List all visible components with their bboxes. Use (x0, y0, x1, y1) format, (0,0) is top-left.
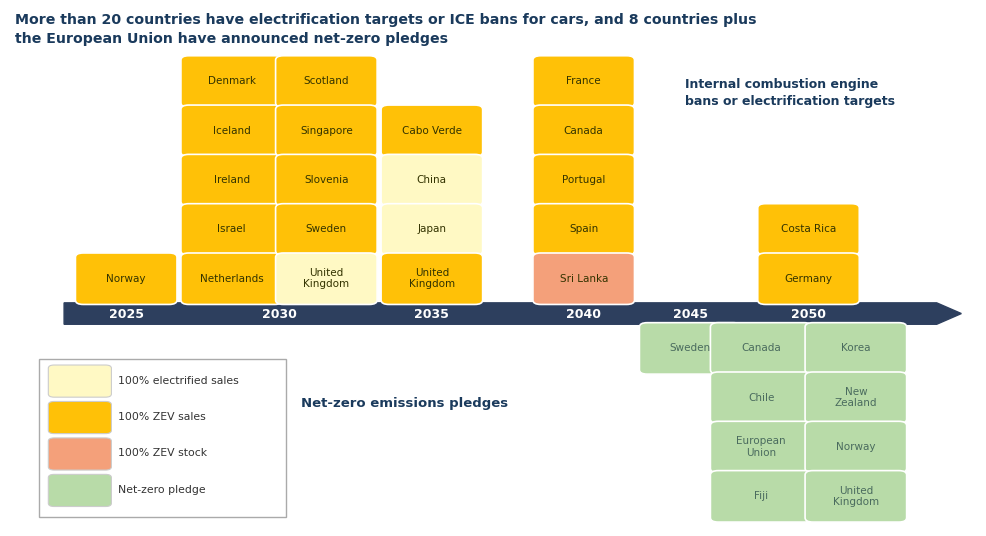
FancyBboxPatch shape (757, 204, 859, 255)
FancyBboxPatch shape (532, 105, 635, 157)
FancyBboxPatch shape (180, 154, 282, 206)
FancyBboxPatch shape (805, 323, 907, 374)
Text: Slovenia: Slovenia (304, 175, 349, 185)
FancyBboxPatch shape (275, 154, 377, 206)
Text: Israel: Israel (217, 225, 246, 234)
Text: Chile: Chile (748, 393, 774, 403)
Text: 2025: 2025 (108, 308, 144, 321)
Text: Scotland: Scotland (304, 77, 349, 86)
FancyBboxPatch shape (757, 253, 859, 304)
FancyBboxPatch shape (381, 105, 483, 157)
FancyBboxPatch shape (275, 253, 377, 304)
Text: Portugal: Portugal (562, 175, 605, 185)
Text: France: France (566, 77, 601, 86)
Text: 100% ZEV stock: 100% ZEV stock (118, 449, 207, 458)
FancyBboxPatch shape (381, 253, 483, 304)
Text: Singapore: Singapore (300, 126, 353, 136)
Text: 100% ZEV sales: 100% ZEV sales (118, 412, 206, 422)
FancyBboxPatch shape (381, 204, 483, 255)
FancyBboxPatch shape (532, 204, 635, 255)
Text: Korea: Korea (841, 344, 871, 353)
Text: 2035: 2035 (414, 308, 450, 321)
Text: 2050: 2050 (791, 308, 826, 321)
Text: 2045: 2045 (672, 308, 708, 321)
FancyBboxPatch shape (710, 471, 811, 522)
Text: European
Union: European Union (737, 436, 786, 458)
FancyBboxPatch shape (532, 154, 635, 206)
Text: 2040: 2040 (566, 308, 601, 321)
FancyBboxPatch shape (532, 253, 635, 304)
FancyBboxPatch shape (76, 253, 177, 304)
Text: Germany: Germany (785, 274, 832, 284)
FancyArrow shape (64, 303, 961, 324)
FancyBboxPatch shape (639, 323, 741, 374)
FancyBboxPatch shape (180, 105, 282, 157)
FancyBboxPatch shape (805, 471, 907, 522)
FancyBboxPatch shape (180, 204, 282, 255)
Text: 2030: 2030 (261, 308, 297, 321)
Text: Sri Lanka: Sri Lanka (559, 274, 608, 284)
FancyBboxPatch shape (275, 56, 377, 107)
Text: Canada: Canada (564, 126, 603, 136)
Text: United
Kingdom: United Kingdom (409, 268, 455, 289)
Text: Iceland: Iceland (213, 126, 250, 136)
Text: United
Kingdom: United Kingdom (304, 268, 349, 289)
FancyBboxPatch shape (180, 253, 282, 304)
Text: Sweden: Sweden (306, 225, 347, 234)
Text: Sweden: Sweden (669, 344, 711, 353)
FancyBboxPatch shape (710, 323, 811, 374)
FancyBboxPatch shape (275, 204, 377, 255)
Text: Denmark: Denmark (208, 77, 255, 86)
Text: Norway: Norway (836, 442, 876, 452)
FancyBboxPatch shape (710, 372, 811, 423)
FancyBboxPatch shape (48, 474, 111, 507)
Text: Canada: Canada (741, 344, 781, 353)
Text: Costa Rica: Costa Rica (781, 225, 836, 234)
Text: Japan: Japan (417, 225, 447, 234)
FancyBboxPatch shape (710, 421, 811, 473)
Text: More than 20 countries have electrification targets or ICE bans for cars, and 8 : More than 20 countries have electrificat… (15, 13, 756, 46)
Text: China: China (417, 175, 447, 185)
Text: Netherlands: Netherlands (200, 274, 263, 284)
Text: Norway: Norway (106, 274, 146, 284)
FancyBboxPatch shape (805, 372, 907, 423)
Text: Fiji: Fiji (754, 492, 768, 501)
FancyBboxPatch shape (532, 56, 635, 107)
FancyBboxPatch shape (48, 365, 111, 397)
Text: Internal combustion engine
bans or electrification targets: Internal combustion engine bans or elect… (685, 78, 895, 108)
Text: United
Kingdom: United Kingdom (833, 486, 879, 507)
FancyBboxPatch shape (48, 401, 111, 434)
FancyBboxPatch shape (39, 359, 286, 517)
FancyBboxPatch shape (180, 56, 282, 107)
Text: Net-zero pledge: Net-zero pledge (118, 485, 206, 495)
FancyBboxPatch shape (381, 154, 483, 206)
Text: Ireland: Ireland (214, 175, 249, 185)
Text: New
Zealand: New Zealand (834, 387, 878, 408)
Text: 100% electrified sales: 100% electrified sales (118, 376, 239, 385)
FancyBboxPatch shape (275, 105, 377, 157)
FancyBboxPatch shape (805, 421, 907, 473)
Text: Net-zero emissions pledges: Net-zero emissions pledges (301, 397, 508, 410)
Text: Cabo Verde: Cabo Verde (402, 126, 461, 136)
Text: Spain: Spain (569, 225, 599, 234)
FancyBboxPatch shape (48, 438, 111, 470)
